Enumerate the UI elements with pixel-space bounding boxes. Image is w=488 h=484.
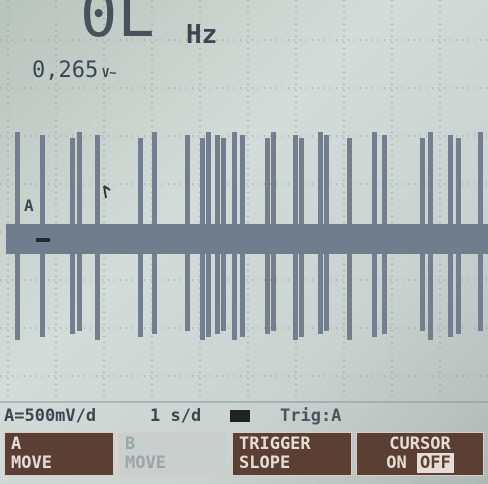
- pulse: [372, 254, 377, 337]
- pulse: [215, 254, 220, 334]
- pulse: [448, 135, 453, 224]
- sub-reading: 0,265: [32, 58, 98, 83]
- pulse: [318, 132, 323, 224]
- range: A=500mV/d: [4, 406, 96, 426]
- pulse: [382, 254, 387, 334]
- pulse: [271, 254, 276, 331]
- pulse: [15, 132, 20, 224]
- softkey-label: MOVE: [125, 454, 221, 473]
- pulse: [40, 135, 45, 224]
- pulse: [420, 138, 425, 224]
- pulse: [478, 254, 483, 331]
- pulse: [324, 254, 329, 331]
- pulse: [347, 254, 352, 340]
- pulse: [478, 132, 483, 224]
- pulse: [185, 135, 190, 224]
- page: 0L Hz 0,265 V~ A A=500mV/d 1 s/d Trig:A …: [0, 0, 488, 484]
- pulse: [428, 254, 433, 340]
- ground-marker: [36, 238, 50, 242]
- pulse: [200, 254, 205, 340]
- softkey-label: A: [11, 435, 107, 454]
- softkey-label: B: [125, 435, 221, 454]
- pulse: [152, 132, 157, 224]
- pulse: [448, 254, 453, 337]
- pulse: [152, 254, 157, 334]
- main-unit: Hz: [186, 20, 217, 50]
- pulse: [15, 254, 20, 340]
- pulse: [428, 132, 433, 224]
- pulse: [138, 254, 143, 337]
- softkey-label: MOVE: [11, 454, 107, 473]
- pulse: [138, 138, 143, 224]
- pulse: [185, 254, 190, 331]
- pulse: [70, 138, 75, 224]
- timebase: 1 s/d: [150, 406, 201, 426]
- main-reading: 0L: [80, 0, 155, 51]
- softkey-label: SLOPE: [239, 454, 345, 473]
- pulse: [70, 254, 75, 334]
- trigger-marker: [104, 186, 110, 198]
- channel-marker: A: [24, 196, 34, 215]
- pulse: [206, 132, 211, 224]
- pulse: [347, 138, 352, 224]
- pulse: [265, 254, 270, 334]
- softkey-label: ON: [386, 453, 406, 473]
- softkey-label: OFF: [417, 453, 454, 473]
- scope-screen: 0L Hz 0,265 V~ A A=500mV/d 1 s/d Trig:A …: [0, 0, 488, 484]
- pulse: [77, 132, 82, 224]
- pulse: [200, 138, 205, 224]
- sub-unit: V~: [102, 66, 116, 80]
- pulse: [299, 138, 304, 224]
- pulse: [271, 132, 276, 224]
- softkey-label: TRIGGER: [239, 435, 345, 454]
- pulse: [456, 138, 461, 224]
- pulse: [215, 135, 220, 224]
- pulse: [293, 254, 298, 340]
- pulse: [240, 254, 245, 337]
- pulse: [265, 138, 270, 224]
- pulse: [420, 254, 425, 331]
- pulse: [382, 135, 387, 224]
- pulse: [318, 254, 323, 334]
- softkey-label: CURSOR: [363, 435, 477, 454]
- pulse: [95, 135, 100, 224]
- pulse: [299, 254, 304, 337]
- trigger-status: Trig:A: [280, 406, 341, 426]
- pulse: [240, 135, 245, 224]
- battery-icon: [230, 410, 250, 422]
- pulse: [324, 135, 329, 224]
- pulse: [221, 138, 226, 224]
- pulse: [95, 254, 100, 340]
- pulse: [77, 254, 82, 331]
- baseline-band: [6, 224, 488, 254]
- pulse: [232, 254, 237, 340]
- pulse: [232, 132, 237, 224]
- pulse: [293, 135, 298, 224]
- pulse: [206, 254, 211, 337]
- pulse: [221, 254, 226, 331]
- pulse: [456, 254, 461, 334]
- pulse: [40, 254, 45, 337]
- pulse: [372, 132, 377, 224]
